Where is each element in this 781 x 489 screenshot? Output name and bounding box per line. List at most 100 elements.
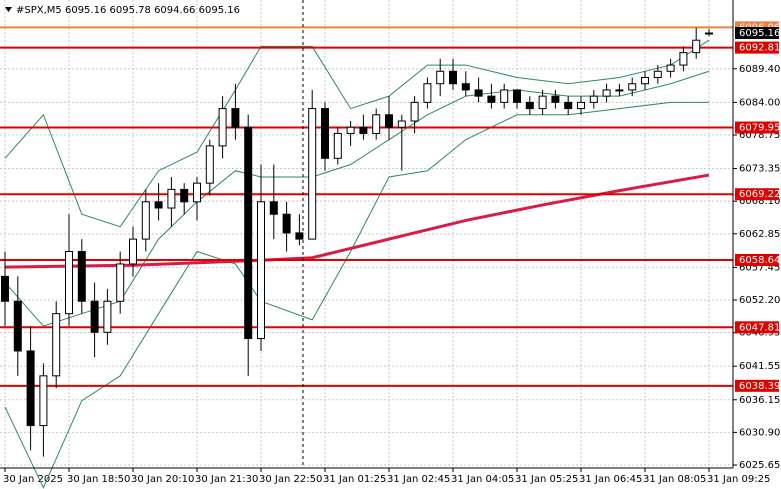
- candle-body: [65, 251, 73, 315]
- low-value: 6094.66: [154, 5, 195, 16]
- candle-body: [90, 300, 99, 333]
- candle-body: [39, 375, 48, 427]
- x-tick-label: 31 Jan 05:25: [515, 474, 578, 485]
- price-label-box: [735, 27, 779, 40]
- y-tick-label: 6041.55: [739, 361, 780, 372]
- candle-body: [692, 39, 701, 54]
- candle-body: [1, 275, 9, 302]
- x-tick-label: 30 Jan 2025: [3, 474, 63, 485]
- candle-body: [333, 132, 342, 159]
- level-label: 6079.95: [739, 123, 780, 134]
- y-tick-label: 6036.15: [739, 395, 780, 406]
- symbol: #SPX,M5: [16, 5, 62, 16]
- candle-body: [423, 83, 432, 103]
- x-tick-label: 31 Jan 08:05: [643, 474, 706, 485]
- candle-body: [628, 83, 637, 91]
- y-tick-label: 6030.90: [739, 427, 780, 438]
- y-tick-label: 6025.65: [739, 460, 780, 471]
- candle-body: [461, 83, 470, 91]
- candle-body: [538, 95, 547, 110]
- level-label-box: [735, 188, 779, 201]
- moving-average: [4, 173, 710, 269]
- candle-body: [474, 89, 483, 97]
- candle-body: [77, 251, 86, 302]
- level-label-box: [735, 321, 779, 334]
- candle-body: [116, 263, 125, 302]
- candle-body: [205, 145, 214, 184]
- x-tick-label: 31 Jan 09:25: [707, 474, 770, 485]
- candle-body: [141, 201, 150, 240]
- candle-body: [577, 101, 585, 110]
- level-label-box: [735, 41, 779, 54]
- candle-body: [180, 188, 189, 203]
- candle-body: [487, 95, 496, 103]
- y-tick-label: 6062.85: [739, 229, 780, 240]
- candle-body: [282, 213, 291, 234]
- candle-body: [513, 89, 521, 103]
- candle-body: [52, 313, 61, 377]
- candle-body: [321, 108, 329, 159]
- candle-body: [705, 32, 713, 35]
- candle-body: [589, 95, 598, 103]
- header: #SPX,M5 6095.16 6095.78 6094.66 6095.16: [16, 5, 240, 16]
- candle-body: [218, 108, 227, 147]
- candle-body: [257, 201, 265, 340]
- y-tick-label: 6052.20: [739, 295, 780, 306]
- x-tick-label: 31 Jan 02:45: [387, 474, 450, 485]
- candle-body: [525, 101, 534, 110]
- candle-body: [13, 300, 22, 352]
- price-label: 6095.16: [739, 28, 780, 39]
- candle-body: [410, 101, 419, 122]
- y-tick-label: 6089.40: [739, 64, 780, 75]
- y-tick-label: 6084.00: [739, 97, 780, 108]
- bollinger-band: [4, 70, 710, 327]
- x-tick-label: 31 Jan 04:05: [451, 474, 514, 485]
- candle-body: [436, 70, 445, 85]
- y-tick-label: 6078.75: [739, 130, 780, 141]
- candle-body: [244, 126, 253, 340]
- close-value: 6095.16: [199, 5, 240, 16]
- bollinger-band: [4, 101, 709, 489]
- candle-body: [26, 350, 35, 427]
- candle-body: [154, 201, 163, 209]
- candle-body: [231, 108, 240, 128]
- candle-body: [500, 89, 509, 103]
- level-label-box: [735, 253, 779, 266]
- candle-body: [653, 70, 662, 79]
- candle-body: [551, 95, 560, 103]
- candle-body: [167, 188, 176, 209]
- menu-arrow[interactable]: [5, 7, 12, 12]
- x-tick-label: 30 Jan 18:50: [67, 474, 130, 485]
- y-tick-label: 6068.10: [739, 196, 780, 207]
- high-value: 6095.78: [110, 5, 151, 16]
- candle-body: [397, 120, 406, 128]
- x-tick-label: 30 Jan 22:50: [259, 474, 322, 485]
- level-label: 6069.22: [739, 189, 780, 200]
- candle-body: [449, 70, 457, 85]
- y-tick-label: 6057.45: [739, 262, 780, 273]
- level-label-box: [735, 379, 779, 392]
- x-tick-label: 31 Jan 01:25: [323, 474, 386, 485]
- x-tick-label: 30 Jan 21:30: [195, 474, 258, 485]
- candle-body: [346, 126, 355, 134]
- candle-body: [359, 126, 368, 134]
- y-tick-label: 6073.35: [739, 164, 780, 175]
- x-tick-label: 31 Jan 06:45: [579, 474, 642, 485]
- level-label: 6058.64: [739, 255, 780, 266]
- candle-body: [615, 89, 624, 92]
- candle-body: [666, 64, 675, 72]
- candle-body: [372, 114, 381, 134]
- candle-body: [269, 201, 278, 215]
- candle-body: [641, 77, 649, 85]
- bollinger-band: [4, 39, 710, 228]
- open-value: 6095.16: [65, 5, 106, 16]
- candle-body: [602, 89, 611, 97]
- candle-body: [385, 114, 393, 128]
- candle-body: [129, 238, 137, 265]
- level-label: 6038.39: [739, 381, 780, 392]
- level-label: 6092.81: [739, 43, 780, 54]
- candle-body: [103, 300, 112, 333]
- candle-body: [295, 232, 304, 240]
